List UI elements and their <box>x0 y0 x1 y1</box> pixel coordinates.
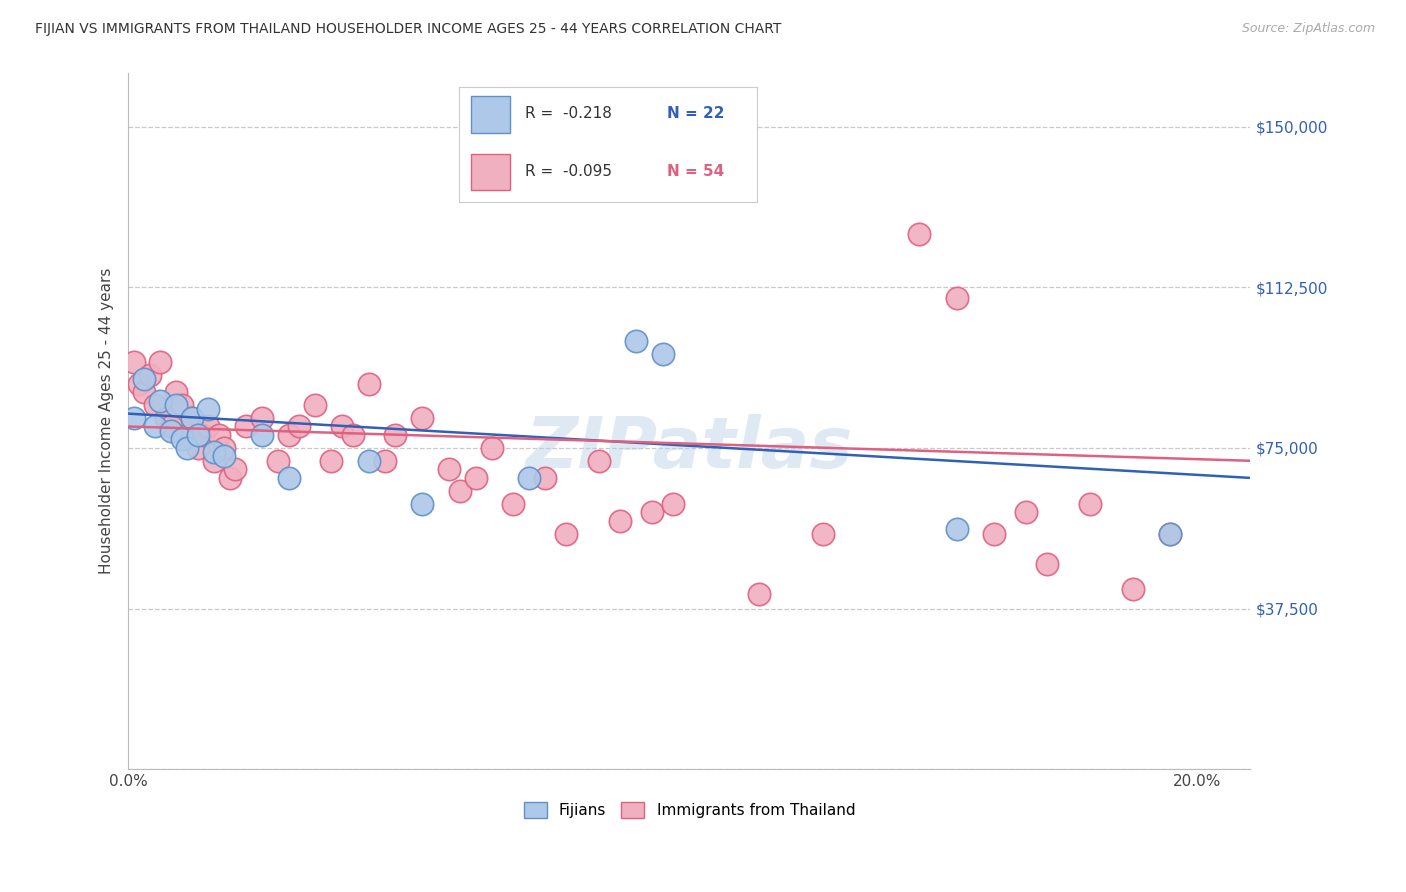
Point <box>411 411 433 425</box>
Y-axis label: Householder Income Ages 25 - 44 years: Householder Income Ages 25 - 44 years <box>100 268 114 574</box>
Point <box>502 497 524 511</box>
Point <box>197 402 219 417</box>
Point <box>1159 526 1181 541</box>
Legend: Fijians, Immigrants from Thailand: Fijians, Immigrants from Thailand <box>517 797 862 824</box>
Point <box>908 227 931 241</box>
Point <box>122 355 145 369</box>
Point <box>1015 505 1038 519</box>
Point <box>384 428 406 442</box>
Text: FIJIAN VS IMMIGRANTS FROM THAILAND HOUSEHOLDER INCOME AGES 25 - 44 YEARS CORRELA: FIJIAN VS IMMIGRANTS FROM THAILAND HOUSE… <box>35 22 782 37</box>
Point <box>330 419 353 434</box>
Point <box>149 393 172 408</box>
Point <box>250 428 273 442</box>
Point <box>214 450 236 464</box>
Text: ZIPatlas: ZIPatlas <box>526 415 853 483</box>
Point <box>187 441 209 455</box>
Point <box>181 411 204 425</box>
Point <box>481 441 503 455</box>
Point <box>624 334 647 348</box>
Point <box>1078 497 1101 511</box>
Point <box>277 428 299 442</box>
Point <box>374 454 396 468</box>
Text: Source: ZipAtlas.com: Source: ZipAtlas.com <box>1241 22 1375 36</box>
Point <box>170 433 193 447</box>
Point <box>202 445 225 459</box>
Point <box>134 372 156 386</box>
Point <box>945 522 967 536</box>
Point <box>555 526 578 541</box>
Point <box>170 398 193 412</box>
Point <box>411 497 433 511</box>
Point <box>449 483 471 498</box>
Point <box>588 454 610 468</box>
Point <box>267 454 290 468</box>
Point <box>437 462 460 476</box>
Point <box>218 471 240 485</box>
Point <box>662 497 685 511</box>
Point <box>160 419 183 434</box>
Point <box>214 441 236 455</box>
Point <box>128 376 150 391</box>
Point <box>197 419 219 434</box>
Point <box>1122 582 1144 597</box>
Point <box>187 428 209 442</box>
Point <box>945 291 967 305</box>
Point <box>134 385 156 400</box>
Point <box>517 471 540 485</box>
Point <box>155 411 177 425</box>
Point <box>357 454 380 468</box>
Point <box>224 462 246 476</box>
Point <box>191 428 214 442</box>
Point <box>321 454 343 468</box>
Point <box>165 385 187 400</box>
Point <box>277 471 299 485</box>
Point <box>464 471 486 485</box>
Point <box>165 398 187 412</box>
Point <box>235 419 257 434</box>
Point <box>122 411 145 425</box>
Point <box>651 346 673 360</box>
Point <box>138 368 160 382</box>
Point <box>304 398 326 412</box>
Point <box>1036 557 1059 571</box>
Point <box>176 441 198 455</box>
Point <box>176 428 198 442</box>
Point <box>748 586 770 600</box>
Point <box>1159 526 1181 541</box>
Point <box>149 355 172 369</box>
Point <box>143 398 166 412</box>
Point <box>357 376 380 391</box>
Point <box>811 526 834 541</box>
Point <box>288 419 311 434</box>
Point <box>342 428 364 442</box>
Point <box>609 514 631 528</box>
Point <box>641 505 664 519</box>
Point <box>181 411 204 425</box>
Point <box>208 428 231 442</box>
Point <box>250 411 273 425</box>
Point <box>202 454 225 468</box>
Point <box>143 419 166 434</box>
Point <box>160 424 183 438</box>
Point <box>983 526 1005 541</box>
Point <box>534 471 557 485</box>
